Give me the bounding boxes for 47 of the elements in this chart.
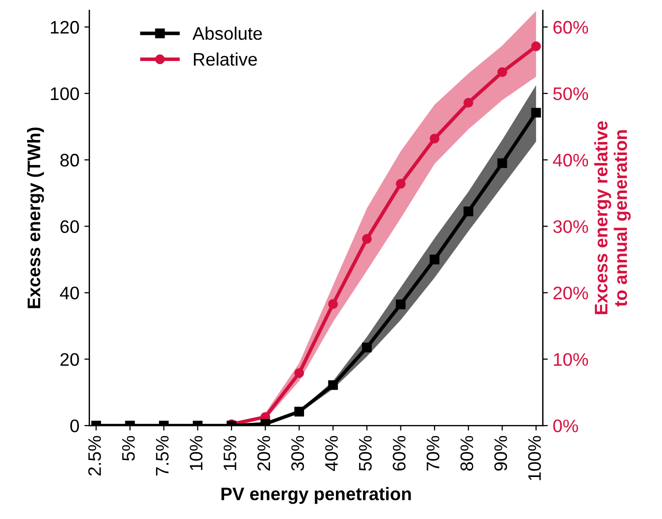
x-tick-label: 30% [291,436,304,471]
point [497,158,508,168]
point [430,254,440,264]
y-tick-label: 100 [50,87,79,100]
y2-tick-label: 60% [553,20,588,34]
point [464,206,474,216]
y-tick-label: 20 [60,353,79,366]
x-tick-label: 20% [257,436,270,471]
y-tick-label: 60 [60,220,79,234]
y2-tick-label: 50% [553,87,588,100]
x-tick-label: 40% [325,436,338,472]
legend-label: Relative [194,52,257,66]
x-tick-label: 15% [224,436,236,470]
x-tick-label: 5% [122,436,135,461]
x-tick-label: 100% [528,436,541,480]
y-tick-label: 0 [70,420,79,432]
point [362,342,372,352]
y2-tick-label: 30% [553,220,588,234]
x-tick-label: 80% [460,436,474,471]
point [328,299,338,309]
point [396,299,406,310]
point [396,178,406,189]
point [497,67,508,78]
point [531,41,541,52]
point [464,98,474,108]
point [294,368,304,378]
x-tick-label: 60% [392,436,406,471]
y-tick-label: 120 [50,20,79,34]
y2-tick-label: 0% [553,420,578,432]
point [362,234,372,244]
x-tick-label: 90% [494,436,508,471]
y2-axis-title: Excess energy relative to annual generation [594,121,631,314]
y-tick-label: 80 [60,154,79,167]
legend-label: Absolute [192,26,262,40]
x-tick-label: 50% [358,436,372,471]
x-tick-label: 70% [426,436,440,471]
y-tick-label: 40 [60,286,79,300]
y-axis-title: Excess energy (TWh) [27,128,44,308]
x-tick-label: 7.5% [156,436,169,476]
x-axis-title: PV energy penetration [222,487,411,504]
y2-tick-label: 40% [552,154,588,167]
y2-tick-label: 10% [554,353,588,366]
point [430,134,440,144]
x-tick-label: 10% [190,436,203,470]
x-tick-label: 2.5% [88,436,101,476]
y2-tick-label: 20% [553,286,588,300]
point [531,108,541,118]
